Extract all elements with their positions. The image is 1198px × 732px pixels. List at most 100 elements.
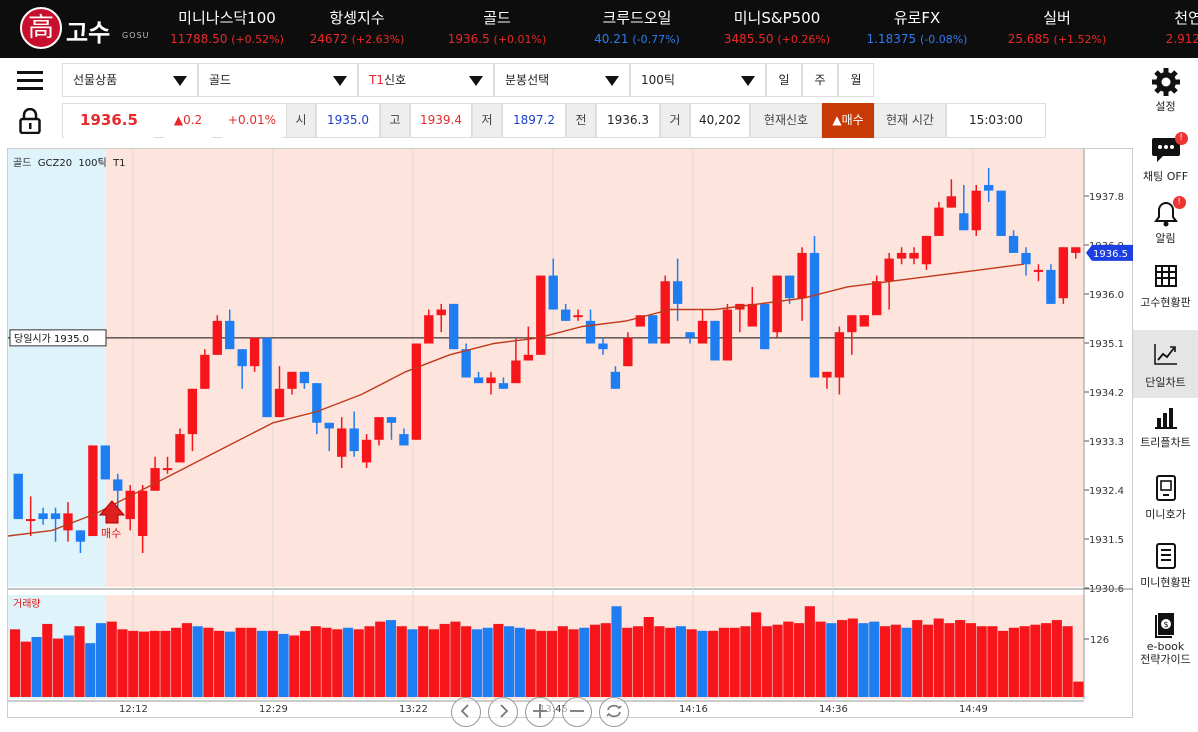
volume-bar xyxy=(1041,623,1052,697)
notification-badge: ! xyxy=(1174,132,1188,145)
candle-body xyxy=(287,371,297,389)
tick-select-value: 100틱 xyxy=(641,73,675,87)
candle-body xyxy=(959,213,969,231)
reset-view-button[interactable] xyxy=(599,697,629,727)
tick-select[interactable]: 100틱 xyxy=(630,63,766,97)
item-select[interactable]: 골드 xyxy=(198,63,358,97)
ticker-name: 유로FX xyxy=(893,9,941,27)
sidebar-alerts[interactable]: ! 알림 xyxy=(1133,196,1198,252)
volume-bar xyxy=(20,641,31,697)
candle-body xyxy=(585,320,596,344)
candle-body xyxy=(884,258,894,282)
price-axis-label: 1936.0 xyxy=(1089,290,1124,301)
ticker-1[interactable]: 항셍지수 24672 (+2.63%) xyxy=(282,8,432,46)
volume-bar xyxy=(772,624,783,697)
current-price-tag-label: 1936.5 xyxy=(1093,249,1128,260)
notification-badge: ! xyxy=(1172,196,1186,209)
gear-icon xyxy=(1151,68,1180,96)
candle-body xyxy=(299,371,310,384)
product-select[interactable]: 선물상품 xyxy=(62,63,198,97)
candle-body xyxy=(672,281,683,304)
candle-body xyxy=(100,445,110,480)
ticker-7[interactable]: 천연가 2.912 (+5 xyxy=(1120,8,1198,46)
volume-bar xyxy=(267,630,278,697)
ticker-value: 40.21 (-0.77%) xyxy=(594,32,680,46)
candle-body xyxy=(436,309,446,316)
open-price-box xyxy=(9,329,107,347)
time-axis-label: 14:49 xyxy=(959,704,988,715)
candle-body xyxy=(971,190,981,231)
candle-body xyxy=(262,337,272,418)
candle-body xyxy=(1033,269,1044,272)
ticker-3[interactable]: 크루드오일 40.21 (-0.77%) xyxy=(562,8,712,46)
volume-bar xyxy=(525,629,536,697)
lock-button[interactable] xyxy=(2,103,58,139)
right-sidebar: 설정 ! 채팅 OFF ! 알림 고수현황판 단일차트 트리플차트 미니호가 미… xyxy=(1133,58,1198,728)
open-label: 시 xyxy=(286,103,316,138)
candle-body xyxy=(374,417,384,440)
candle-body xyxy=(834,332,845,378)
volume-bar xyxy=(643,617,654,697)
sidebar-ebook[interactable]: $ e-book 전략가이드 xyxy=(1133,610,1198,680)
sidebar-mini-status[interactable]: 미니현황판 xyxy=(1133,542,1198,598)
ticker-0[interactable]: 미니나스닥100 11788.50 (+0.52%) xyxy=(152,8,302,46)
candle-body xyxy=(536,275,546,355)
sidebar-settings[interactable]: 설정 xyxy=(1133,66,1198,124)
volume-bar xyxy=(665,627,676,697)
volume-bar xyxy=(428,629,439,697)
volume-bar xyxy=(955,620,966,697)
period-day-button[interactable]: 일 xyxy=(766,63,802,97)
volume-bar xyxy=(589,624,601,697)
candle-body xyxy=(685,332,695,338)
volume-bar xyxy=(944,623,955,697)
zoom-out-button[interactable] xyxy=(562,697,592,727)
market-ticker-bar: 高 고수 GOSU 미니나스닥100 11788.50 (+0.52%) 항셍지수 2… xyxy=(0,0,1198,58)
interval-select[interactable]: 분봉선택 xyxy=(494,63,630,97)
volume-bar xyxy=(332,629,343,697)
chevron-down-icon xyxy=(605,76,619,86)
time-axis-label: 14:16 xyxy=(679,704,708,715)
ticker-2[interactable]: 골드 1936.5 (+0.01%) xyxy=(422,8,572,46)
gosu-logo[interactable]: 高 고수 GOSU xyxy=(0,4,160,52)
volume-bar xyxy=(224,631,235,697)
volume-bar xyxy=(611,606,622,697)
sidebar-single-chart[interactable]: 단일차트 xyxy=(1133,330,1198,398)
volume-bar xyxy=(998,630,1009,697)
current-price-tag xyxy=(1086,244,1146,261)
period-week-button[interactable]: 주 xyxy=(802,63,838,97)
ticker-5[interactable]: 유로FX 1.18375 (-0.08%) xyxy=(842,8,992,46)
sidebar-triple-chart[interactable]: 트리플차트 xyxy=(1133,406,1198,458)
volume-bar xyxy=(729,627,740,697)
sidebar-chat[interactable]: ! 채팅 OFF xyxy=(1133,132,1198,188)
volume-bar xyxy=(600,623,611,697)
signal-badge: ▲매수 xyxy=(822,103,874,138)
volume-bar xyxy=(794,623,805,697)
sidebar-gosu-status[interactable]: 고수현황판 xyxy=(1133,264,1198,316)
chart-canvas: 1937.81936.91936.01935.11934.21933.31932… xyxy=(7,149,1146,715)
candlestick-chart[interactable]: 1937.81936.91936.01935.11934.21933.31932… xyxy=(7,148,1146,727)
scroll-right-button[interactable] xyxy=(488,697,518,727)
zoom-in-button[interactable] xyxy=(525,697,555,727)
logo-subtext: GOSU xyxy=(122,31,150,40)
signal-select[interactable]: T1신호 xyxy=(358,63,494,97)
volume-panel-label: 거래량 xyxy=(13,599,41,610)
candle-body xyxy=(747,303,757,327)
scroll-left-button[interactable] xyxy=(451,697,481,727)
ticker-6[interactable]: 실버 25.685 (+1.52%) xyxy=(982,8,1132,46)
sidebar-mini-quote[interactable]: 미니호가 xyxy=(1133,474,1198,530)
signal-prefix: T1 xyxy=(369,73,384,87)
volume-bar xyxy=(1073,681,1084,697)
volume-value: 40,202 xyxy=(690,103,750,138)
plus-icon xyxy=(533,704,547,718)
sidebar-triple-chart-label: 트리플차트 xyxy=(1140,436,1191,449)
period-month-button[interactable]: 월 xyxy=(838,63,874,97)
volume-bar xyxy=(181,623,192,697)
candle-body xyxy=(996,190,1006,236)
volume-bar xyxy=(42,623,53,697)
candle-body xyxy=(386,417,397,423)
ticker-4[interactable]: 미니S&P500 3485.50 (+0.26%) xyxy=(702,8,852,46)
menu-button[interactable] xyxy=(2,62,58,98)
sidebar-settings-label: 설정 xyxy=(1155,100,1176,113)
low-label: 저 xyxy=(472,103,502,138)
candle-body xyxy=(573,315,583,318)
